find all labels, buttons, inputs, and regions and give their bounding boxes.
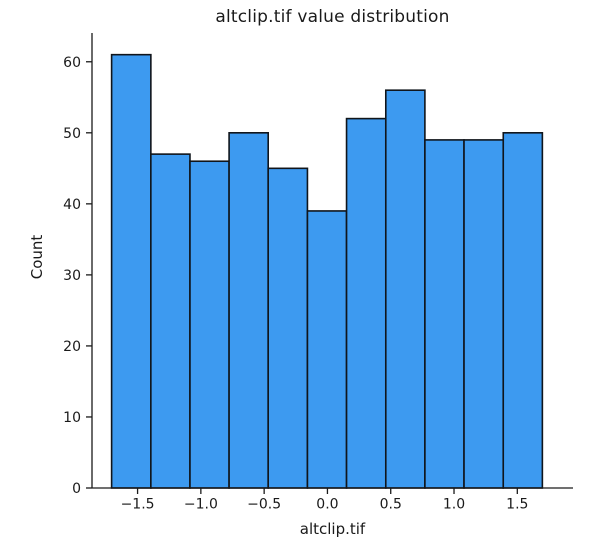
histogram-bar-2 xyxy=(189,160,230,489)
bars-group xyxy=(110,53,544,489)
histogram-bar-10 xyxy=(502,132,544,489)
y-tick-label: 10 xyxy=(63,410,81,426)
histogram-bar-3 xyxy=(228,132,269,489)
chart-title: altclip.tif value distribution xyxy=(215,7,450,27)
x-tick-label: −1.5 xyxy=(121,497,155,513)
x-tick-label: −1.0 xyxy=(184,497,218,513)
y-axis-label: Count xyxy=(28,234,46,280)
y-tick-label: 40 xyxy=(63,197,81,213)
y-tick-label: 60 xyxy=(63,55,81,71)
x-tick-label: 0.0 xyxy=(316,497,338,513)
x-axis: −1.5 −1.0 −0.5 0.0 0.5 1.0 1.5 xyxy=(92,487,573,513)
x-tick-label: −0.5 xyxy=(247,497,281,513)
y-tick-label: 20 xyxy=(63,339,81,355)
histogram-bar-8 xyxy=(424,139,465,489)
y-tick-label: 30 xyxy=(63,268,81,284)
x-axis-label: altclip.tif xyxy=(299,520,366,538)
histogram-bar-1 xyxy=(150,153,191,489)
y-tick-label: 50 xyxy=(63,126,81,142)
histogram-bar-0 xyxy=(110,53,152,489)
y-tick-label: 0 xyxy=(72,481,81,497)
histogram-bar-6 xyxy=(345,117,387,489)
histogram-bar-4 xyxy=(267,167,309,489)
histogram-bar-9 xyxy=(463,139,505,489)
y-axis: 0 10 20 30 40 50 60 xyxy=(63,33,93,497)
x-tick-label: 1.0 xyxy=(443,497,465,513)
x-tick-label: 1.5 xyxy=(506,497,528,513)
x-tick-label: 0.5 xyxy=(380,497,402,513)
histogram-bar-7 xyxy=(384,89,426,489)
histogram-bar-5 xyxy=(306,210,348,489)
